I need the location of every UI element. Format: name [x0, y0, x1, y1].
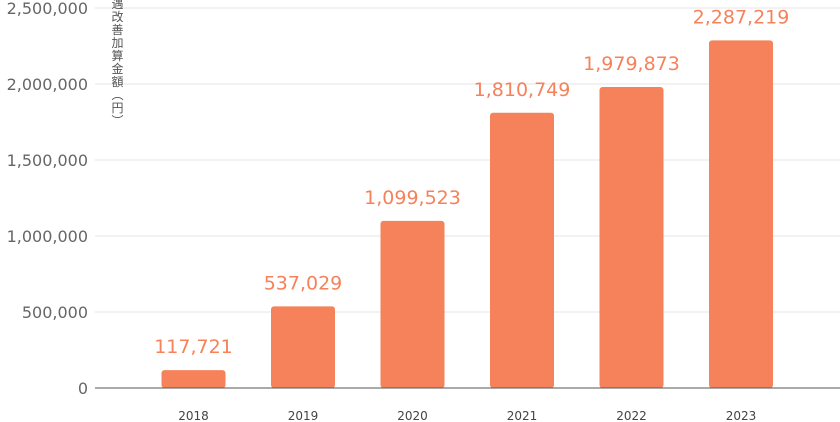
data-label: 117,721 [154, 336, 233, 358]
x-tick-label: 2021 [507, 409, 538, 422]
x-tick-label: 2019 [288, 409, 319, 422]
x-tick-label: 2018 [178, 409, 209, 422]
x-tick-label: 2020 [397, 409, 428, 422]
bar-2021 [490, 112, 554, 389]
bar-2019 [271, 306, 335, 388]
bar-2022 [599, 87, 664, 389]
bars [161, 40, 773, 389]
x-axis-ticks: 2018 2019 2020 2021 2022 2023 [178, 409, 756, 422]
y-tick-label: 2,500,000 [7, 0, 88, 18]
data-label: 537,029 [264, 272, 343, 294]
x-tick-label: 2023 [726, 409, 757, 422]
bar-2020 [380, 220, 445, 388]
y-tick-label: 1,500,000 [7, 151, 88, 170]
y-tick-label: 1,000,000 [7, 227, 88, 246]
y-axis-label: 処遇改善加算金額（円） [110, 0, 124, 128]
data-label: 1,979,873 [583, 53, 680, 75]
data-label: 2,287,219 [693, 6, 790, 28]
y-tick-label: 2,000,000 [7, 75, 88, 94]
y-tick-label: 500,000 [22, 303, 88, 322]
data-label: 1,810,749 [474, 79, 571, 101]
y-axis-ticks: 0 500,000 1,000,000 1,500,000 2,000,000 2,500… [7, 0, 88, 398]
x-tick-label: 2022 [616, 409, 647, 422]
bar-2018 [161, 370, 226, 388]
y-tick-label: 0 [78, 379, 88, 398]
data-labels: 117,721 537,029 1,099,523 1,810,749 1,979,87… [154, 6, 789, 358]
data-label: 1,099,523 [364, 187, 461, 209]
bar-2023 [709, 40, 773, 388]
